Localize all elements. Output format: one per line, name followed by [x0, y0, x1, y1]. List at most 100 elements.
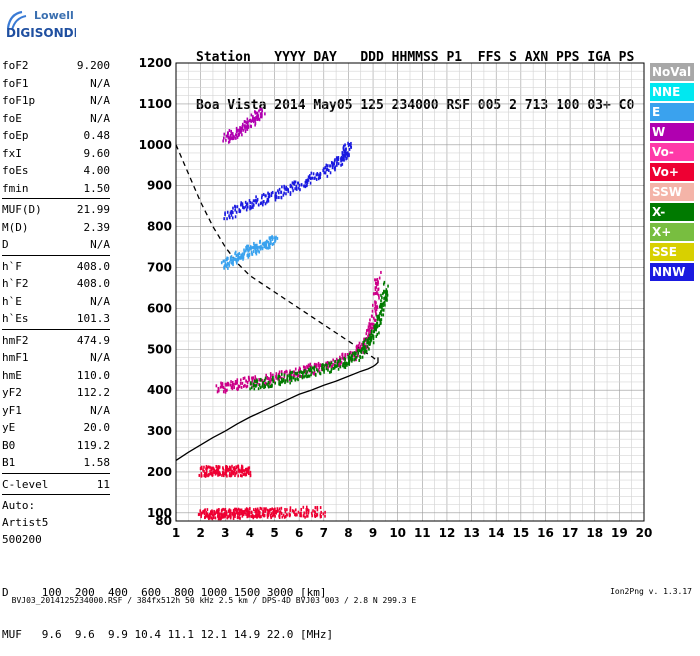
echo-point — [299, 374, 301, 378]
echo-point — [221, 473, 223, 477]
echo-point — [347, 362, 349, 366]
echo-point — [253, 203, 255, 207]
echo-point — [339, 361, 341, 365]
echo-point — [316, 368, 318, 372]
echo-point — [329, 370, 331, 374]
echo-point — [374, 292, 377, 296]
echo-point — [314, 176, 316, 180]
echo-point — [240, 508, 243, 512]
echo-point — [238, 513, 241, 517]
echo-point — [384, 303, 386, 307]
echo-point — [289, 191, 292, 195]
echo-point — [369, 333, 371, 337]
legend-item: E — [650, 103, 694, 121]
echo-point — [362, 341, 364, 345]
echo-point — [336, 363, 339, 367]
echo-point — [242, 205, 244, 209]
echo-point — [264, 112, 266, 116]
parameter-name: hmF1 — [2, 351, 29, 364]
echo-point — [274, 192, 277, 196]
scaled-parameters-panel: foF2 9.200 foF1 N/A foF1p N/A foE N/A foEp 0.48 fx… — [2, 57, 110, 548]
echo-point — [284, 187, 286, 191]
echo-point — [249, 245, 252, 249]
echo-point — [372, 337, 375, 341]
echo-point — [278, 376, 281, 380]
echo-point — [302, 365, 305, 369]
echo-point — [247, 513, 250, 517]
echo-point — [280, 370, 283, 374]
legend-item: X+ — [650, 223, 694, 241]
echo-point — [237, 254, 240, 258]
parameter-name: foF1p — [2, 94, 36, 107]
echo-point — [230, 213, 233, 217]
echo-point — [300, 374, 303, 378]
echo-point — [328, 364, 331, 368]
echo-point — [248, 119, 251, 123]
echo-point — [245, 467, 248, 471]
echo-point — [284, 379, 286, 383]
echo-point — [200, 472, 203, 476]
echo-point — [326, 164, 328, 168]
echo-point — [275, 376, 278, 380]
logo-line1: Lowell — [34, 9, 74, 22]
echo-point — [285, 192, 287, 196]
echo-point — [347, 354, 350, 358]
echo-point — [333, 159, 336, 163]
echo-point — [225, 383, 228, 387]
echo-point — [249, 207, 251, 211]
parameter-row: foF2 9.200 — [2, 57, 110, 75]
echo-point — [280, 380, 282, 384]
echo-point — [306, 180, 309, 184]
echo-point — [361, 342, 363, 346]
echo-point — [292, 376, 295, 380]
echo-point — [270, 512, 273, 516]
echo-point — [382, 313, 385, 317]
echo-point — [313, 371, 316, 375]
echo-point — [367, 336, 370, 340]
parameter-row: foEp 0.48 — [2, 127, 110, 145]
echo-point — [268, 194, 271, 198]
echo-point — [270, 516, 272, 520]
echo-point — [290, 376, 292, 380]
parameter-separator — [2, 472, 110, 474]
echo-point — [309, 177, 312, 181]
parameter-name: MUF(D) — [2, 203, 42, 216]
echo-point — [287, 189, 290, 193]
echo-point — [374, 318, 377, 322]
echo-point — [250, 206, 253, 210]
digisonde-logo: Lowell DIGISONDE — [4, 6, 82, 40]
echo-point — [238, 470, 240, 474]
echo-point — [257, 514, 260, 518]
echo-point — [363, 339, 366, 343]
echo-point — [237, 464, 240, 468]
echo-point — [235, 126, 238, 130]
echo-point — [206, 513, 209, 517]
echo-point — [258, 117, 260, 121]
echo-point — [236, 261, 238, 265]
echo-point — [351, 354, 353, 358]
echo-point — [312, 371, 315, 375]
echo-point — [213, 470, 216, 474]
parameter-row: h`Es 101.3 — [2, 310, 110, 328]
echo-point — [324, 171, 327, 175]
echo-point — [275, 511, 278, 515]
ionogram-chart: 1 2 3 4 5 6 7 8 9 10 11 12 13 14 15 16 17 18 19 20801002003… — [139, 56, 652, 540]
echo-point — [239, 469, 242, 473]
echo-point — [375, 327, 377, 331]
echo-point — [257, 203, 260, 207]
echo-point — [240, 203, 242, 207]
echo-point — [311, 370, 313, 374]
y-tick-label: 200 — [147, 465, 172, 479]
echo-point — [355, 355, 358, 359]
echo-point — [242, 510, 244, 514]
echo-point — [266, 508, 269, 512]
echo-point — [218, 516, 221, 520]
echo-point — [372, 326, 374, 330]
software-version: Ion2Png v. 1.3.17 — [610, 587, 692, 596]
legend-item: W — [650, 123, 694, 141]
echo-point — [233, 466, 236, 470]
echo-point — [273, 236, 275, 240]
echo-point — [281, 515, 284, 519]
echo-point — [258, 245, 261, 249]
echo-point — [216, 467, 219, 471]
